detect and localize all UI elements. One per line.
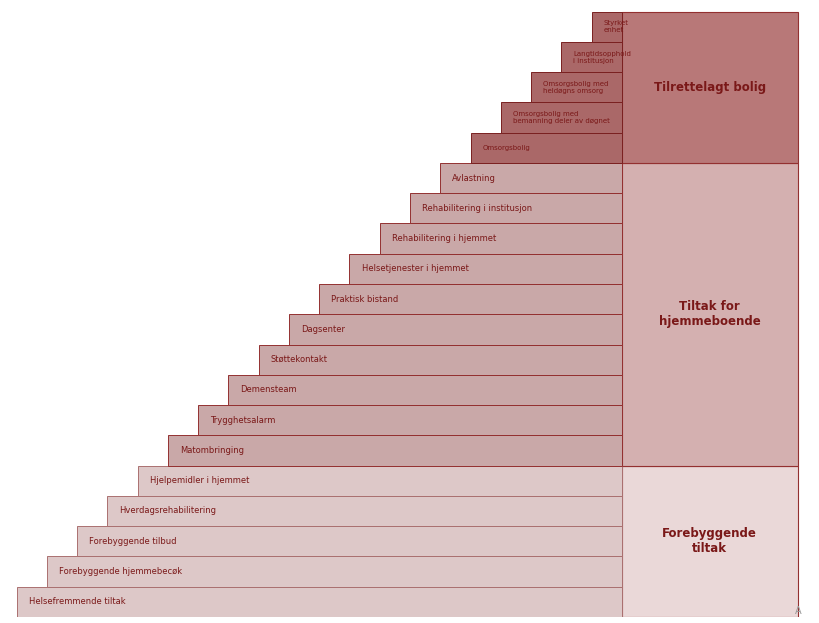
Text: A: A	[794, 606, 800, 616]
Text: Trygghetsalarm: Trygghetsalarm	[210, 416, 275, 425]
Text: Hverdagsrehabilitering: Hverdagsrehabilitering	[120, 506, 216, 515]
Text: Rehabilitering i hjemmet: Rehabilitering i hjemmet	[391, 234, 495, 243]
Bar	[410, 193, 621, 224]
Text: Rehabilitering i institusjon: Rehabilitering i institusjon	[422, 204, 532, 213]
Text: Demensteam: Demensteam	[240, 386, 296, 394]
Text: Tiltak for
hjemmeboende: Tiltak for hjemmeboende	[658, 300, 760, 328]
Bar	[319, 284, 621, 314]
Bar	[379, 224, 621, 254]
Text: Forebyggende hjemmebесøk: Forebyggende hjemmebесøk	[59, 567, 182, 576]
Bar	[349, 254, 621, 284]
Bar	[47, 556, 621, 586]
Text: Styrket
enhet: Styrket enhet	[603, 21, 628, 34]
Bar	[470, 133, 621, 163]
Bar	[168, 435, 621, 465]
Text: Dagsenter: Dagsenter	[301, 325, 345, 334]
Bar	[259, 345, 621, 375]
Bar	[560, 42, 621, 72]
Text: Langtidsopphold
i institusjon: Langtidsopphold i institusjon	[572, 50, 631, 64]
Bar	[229, 375, 621, 405]
Text: Tilrettelagt bolig: Tilrettelagt bolig	[653, 81, 765, 94]
Text: Helsetjenester i hjemmet: Helsetjenester i hjemmet	[361, 264, 468, 273]
Bar	[16, 586, 621, 617]
Bar	[138, 465, 621, 496]
Bar	[440, 163, 621, 193]
Text: Omsorgsbolig: Omsorgsbolig	[482, 145, 530, 151]
Text: Hjelpemidler i hjemmet: Hjelpemidler i hjemmet	[150, 476, 249, 485]
Bar	[288, 314, 621, 345]
Bar	[500, 103, 621, 133]
Text: Avlastning: Avlastning	[452, 174, 495, 183]
Bar	[531, 72, 621, 103]
Bar	[107, 496, 621, 526]
Text: Praktisk bistand: Praktisk bistand	[331, 295, 398, 303]
Bar	[198, 405, 621, 435]
Text: Forebyggende tilbud: Forebyggende tilbud	[89, 536, 177, 546]
Text: Omsorgsbolig med
heldøgns omsorg: Omsorgsbolig med heldøgns omsorg	[542, 81, 608, 94]
Text: Forebyggende
tiltak: Forebyggende tiltak	[662, 527, 756, 555]
Bar	[621, 12, 797, 163]
Bar	[621, 465, 797, 617]
Bar	[590, 12, 621, 42]
Bar	[77, 526, 621, 556]
Text: Matombringing: Matombringing	[180, 446, 244, 455]
Text: Helsefremmende tiltak: Helsefremmende tiltak	[29, 597, 125, 606]
Text: Støttekontakt: Støttekontakt	[270, 355, 328, 364]
Bar	[621, 163, 797, 465]
Text: Omsorgsbolig med
bemanning deler av døgnet: Omsorgsbolig med bemanning deler av døgn…	[512, 111, 609, 124]
